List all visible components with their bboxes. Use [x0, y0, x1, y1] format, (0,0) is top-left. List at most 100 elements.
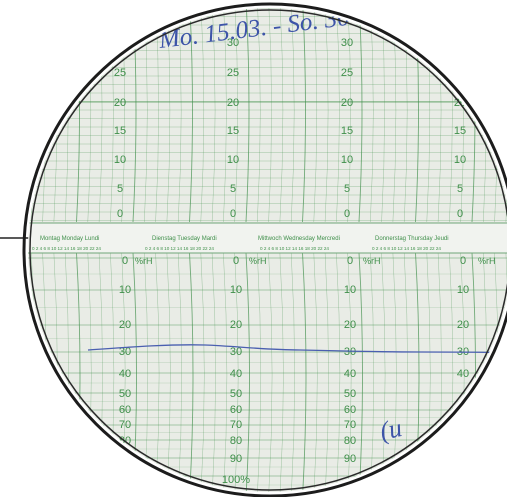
lower-scale-label: 0 [122, 255, 128, 267]
time-arc-line [370, 252, 375, 492]
upper-scale-label: 5 [457, 183, 463, 195]
upper-scale-label: 15 [454, 125, 466, 137]
upper-scale-label: 30 [454, 37, 466, 49]
upper-scale-label: 30 [114, 37, 126, 49]
lower-scale-label: 50 [119, 388, 131, 400]
unit-label-2: %rH [249, 256, 267, 266]
upper-scale-label: 30 [341, 37, 353, 49]
hour-ticks-monday: 0 2 4 6 8 10 12 14 16 18 20 22 24 [32, 246, 101, 251]
time-arc-line [223, 252, 228, 492]
time-arc-line [211, 252, 216, 492]
lower-scale-label: 20 [119, 319, 131, 331]
time-arc-line [189, 252, 194, 492]
time-arc-line [177, 252, 182, 492]
unit-label-3: %rH [363, 256, 381, 266]
upper-scale-label: 15 [227, 125, 239, 137]
time-arc-line [257, 252, 262, 492]
upper-scale-label: 20 [114, 97, 126, 109]
lower-scale-label: 0 [233, 255, 239, 267]
upper-scale-label: 15 [114, 125, 126, 137]
lower-scale-label: 60 [230, 404, 242, 416]
lower-scale-label: 20 [230, 319, 242, 331]
lower-scale-label: 70 [230, 419, 242, 431]
lower-scale-labels: 0 10 20 30 40 50 60 70 80 90 0 10 20 30 40 50 60 70 80 90 10… [119, 255, 469, 486]
upper-scale-label: 30 [227, 37, 239, 49]
upper-scale-label: 0 [457, 208, 463, 220]
upper-scale-label: 20 [341, 97, 353, 109]
upper-scale-label: 10 [341, 154, 353, 166]
upper-scale-label: 0 [117, 208, 123, 220]
time-arc-line [234, 252, 239, 492]
lower-scale-label: 0 [347, 255, 353, 267]
upper-scale-label: 25 [454, 67, 466, 79]
time-arc-line [290, 8, 295, 223]
lower-scale-label: 80 [344, 435, 356, 447]
time-arc-line [223, 8, 227, 223]
time-arc-line [20, 0, 23, 222]
lower-scale-label: 90 [230, 453, 242, 465]
time-arc-line [245, 8, 250, 223]
upper-scale-label: 5 [344, 183, 350, 195]
lower-scale-label: 70 [119, 419, 131, 431]
time-arc-line [358, 252, 363, 492]
lens-rim-inner [29, 9, 507, 491]
lower-scale-label: 60 [344, 404, 356, 416]
lower-scale-label: 40 [119, 368, 131, 380]
hour-ticks-wednesday: 0 2 4 6 8 10 12 14 16 18 20 22 24 [260, 246, 329, 251]
lens-rim-outer [22, 2, 507, 497]
lower-scale-label: 100% [222, 474, 250, 486]
lower-scale-label: 10 [457, 284, 469, 296]
lower-scale-label: 90 [119, 453, 131, 465]
hour-ticks-tuesday: 0 2 4 6 8 10 12 14 16 18 20 22 24 [145, 246, 214, 251]
lower-scale-label: 0 [460, 255, 466, 267]
day-label-monday: Montag Monday Lundi [40, 236, 99, 242]
time-arc-line [268, 252, 273, 492]
humidity-trace [87, 344, 507, 354]
time-arc-line [279, 252, 284, 492]
time-arc-line [324, 252, 329, 492]
time-arc-line [347, 252, 352, 492]
lower-scale-label: 30 [230, 346, 242, 358]
day-label-tuesday: Dienstag Tuesday Mardi [152, 236, 217, 242]
time-arc-line [336, 8, 340, 223]
time-arc-line [257, 8, 261, 223]
lower-scale-label: 30 [119, 346, 131, 358]
upper-scale-label: 10 [227, 154, 239, 166]
unit-label-4: %rH [478, 256, 496, 266]
time-arc-line [302, 252, 307, 492]
time-arc-line [245, 252, 250, 492]
time-arc-line [20, 253, 24, 497]
lower-scale-label: 50 [230, 388, 242, 400]
time-arc-line [324, 8, 329, 223]
unit-label-1: %rH [135, 256, 153, 266]
upper-scale-label: 25 [227, 67, 239, 79]
lower-scale-label: 20 [457, 319, 469, 331]
time-arc-line [200, 8, 205, 223]
lower-scale-label: 90 [344, 453, 356, 465]
time-arc-line [347, 8, 351, 223]
upper-scale-label: 20 [227, 97, 239, 109]
lower-scale-label: 10 [344, 284, 356, 296]
time-arc-line [234, 8, 238, 223]
upper-scale-label: 15 [341, 125, 353, 137]
time-arc-line [166, 252, 171, 492]
time-arc-line [268, 8, 272, 223]
time-arc-line [336, 252, 341, 492]
upper-scale-label: 5 [230, 183, 236, 195]
time-arc-line [302, 8, 306, 223]
day-band [28, 223, 507, 253]
upper-scale-label: 25 [341, 67, 353, 79]
time-arc-line [313, 252, 318, 492]
lower-scale-label: 40 [457, 368, 469, 380]
lower-scale-label: 40 [344, 368, 356, 380]
time-arc-line [211, 8, 216, 223]
time-arc-line [200, 252, 205, 492]
lower-scale-label: 80 [230, 435, 242, 447]
hour-ticks-thursday: 0 2 4 6 8 10 12 14 16 18 20 22 24 [372, 246, 441, 251]
time-arc-line [189, 8, 193, 223]
time-arc-line [290, 252, 295, 492]
upper-scale-label: 25 [114, 67, 126, 79]
lower-scale-label: 10 [230, 284, 242, 296]
lower-scale-label: 50 [344, 388, 356, 400]
